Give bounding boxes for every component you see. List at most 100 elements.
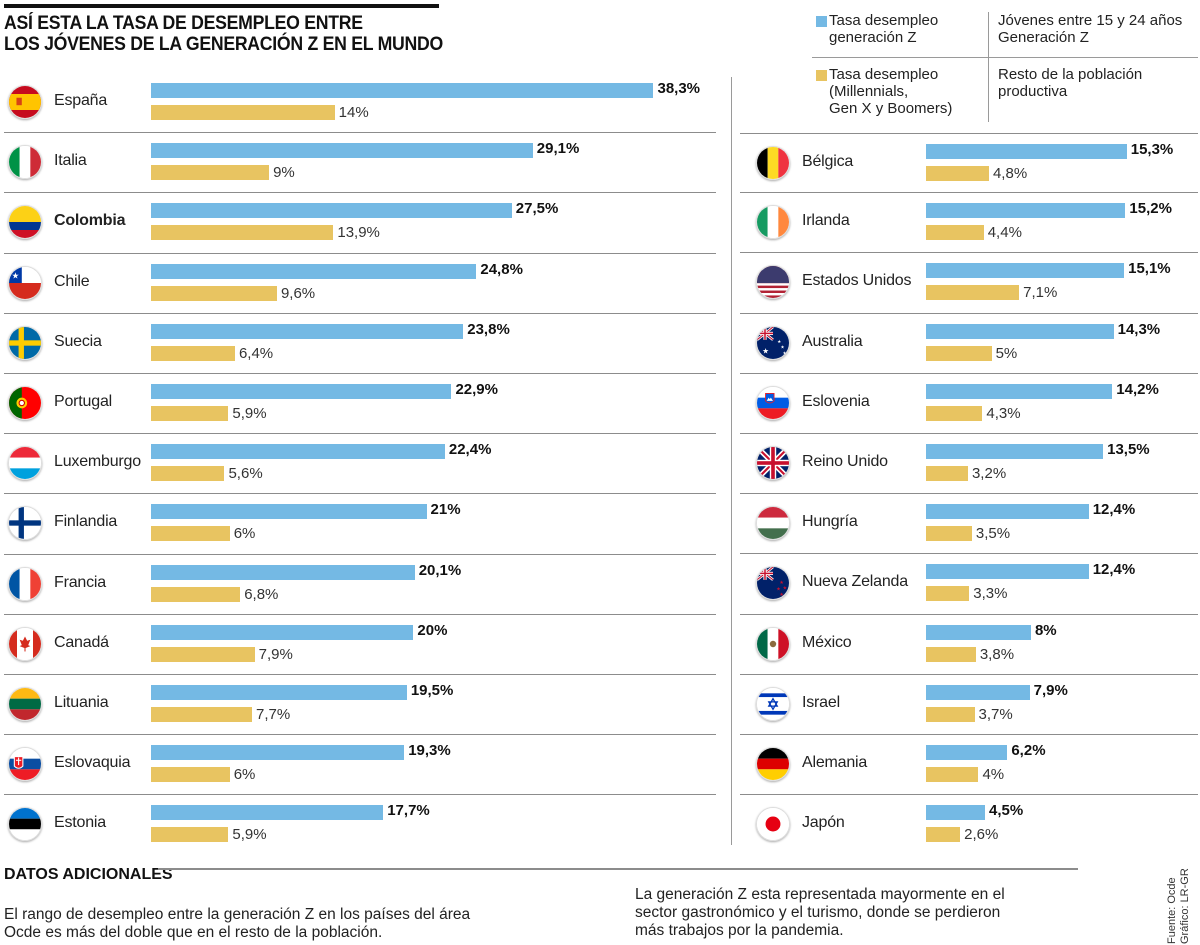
country-label: Irlanda [802, 212, 850, 230]
france-flag-icon [8, 566, 42, 601]
country-row: Francia 20,1% 6,8% [4, 555, 716, 615]
data-label-gen-z: 24,8% [480, 260, 523, 278]
data-label-rest: 6% [233, 766, 256, 784]
data-label-rest: 14% [338, 104, 369, 121]
data-label-rest: 6% [233, 525, 256, 543]
japan-flag-icon [756, 807, 790, 842]
data-label-rest: 9,6% [280, 284, 316, 302]
legend-description: Jóvenes entre 15 y 24 años Generación Z [998, 12, 1183, 46]
data-label-gen-z: 27,5% [515, 200, 559, 218]
belgium-flag-icon [756, 146, 790, 180]
bar-rest [151, 526, 230, 542]
footer-note-2: La generación Z esta representada mayorm… [635, 886, 1005, 939]
country-row: Japón 4,5% 2,6% [740, 795, 1198, 855]
country-row: Colombia 27,5% 13,9% [4, 193, 716, 254]
bar-gen-z [926, 805, 986, 821]
country-row: Italia 29,1% 9% [4, 133, 716, 194]
country-label: Hungría [802, 513, 858, 531]
bar-gen-z [151, 383, 452, 399]
data-label-rest: 5% [995, 344, 1018, 362]
data-label-rest: 3,8% [979, 645, 1015, 663]
data-label-gen-z: 17,7% [387, 802, 430, 820]
svg-text:★: ★ [776, 587, 781, 593]
country-label: Nueva Zelanda [802, 573, 908, 591]
data-label-gen-z: 12,4% [1092, 501, 1136, 519]
data-label-gen-z: 23,8% [467, 320, 510, 338]
legend-swatch-gen-z [816, 16, 827, 27]
data-label-rest: 4,4% [987, 224, 1022, 242]
country-label: Estonia [54, 814, 106, 832]
country-row: Reino Unido 13,5% 3,2% [740, 434, 1198, 495]
country-label: Canadá [54, 633, 109, 651]
australia-flag-icon: ★ ★ ★ ★ [756, 325, 790, 360]
country-row: ★ ★ ★ ★ Australia 14,3% 5% [740, 314, 1198, 374]
chart-title: ASÍ ESTA LA TASA DE DESEMPLEO ENTRE LOS … [4, 13, 443, 55]
data-label-rest: 5,6% [228, 465, 263, 483]
country-row: España 38,3% 14% [4, 73, 716, 134]
data-label-gen-z: 22,9% [455, 380, 498, 398]
bar-rest [151, 225, 334, 241]
legend: Tasa desempleo generación Z Jóvenes entr… [812, 8, 1198, 124]
bar-gen-z [926, 263, 1125, 279]
bar-rest [926, 285, 1020, 301]
bar-rest [151, 466, 225, 482]
country-label: Alemania [802, 753, 868, 771]
uk-flag-icon [756, 445, 790, 480]
bar-rest [926, 586, 970, 602]
svg-text:★: ★ [780, 344, 784, 349]
column-divider [731, 77, 732, 845]
data-label-gen-z: 7,9% [1033, 681, 1068, 699]
bar-rest [151, 646, 255, 662]
data-label-gen-z: 12,4% [1092, 561, 1136, 579]
legend-divider [988, 12, 989, 122]
bar-rest [151, 586, 241, 602]
country-label: Finlandia [54, 513, 118, 531]
data-label-gen-z: 19,3% [408, 742, 451, 760]
bar-rest [151, 405, 229, 421]
country-label: Eslovaquia [54, 754, 131, 772]
bar-rest [926, 526, 972, 542]
bar-rest [151, 285, 277, 301]
bar-gen-z [151, 444, 445, 460]
data-label-gen-z: 14,2% [1116, 380, 1159, 398]
bar-rest [151, 767, 230, 783]
portugal-flag-icon [8, 385, 42, 420]
chart-panel-left: España 38,3% 14% Italia 29,1% 9% Colombia 27,5%… [4, 73, 716, 855]
bar-rest [151, 827, 229, 843]
country-row: Eslovenia 14,2% 4,3% [740, 374, 1198, 434]
data-label-rest: 4% [982, 765, 1005, 783]
germany-flag-icon [756, 746, 790, 781]
footer-rule [158, 868, 1078, 870]
country-label: Colombia [54, 212, 126, 230]
country-label: Reino Unido [802, 452, 888, 470]
chile-flag-icon: ★ [8, 265, 42, 300]
country-label: Estados Unidos [802, 272, 912, 290]
bar-rest [926, 465, 968, 481]
data-label-gen-z: 13,5% [1107, 440, 1150, 458]
data-label-gen-z: 29,1% [536, 140, 580, 158]
bar-gen-z [151, 805, 384, 821]
svg-text:★: ★ [777, 339, 781, 344]
country-row: Finlandia 21% 6% [4, 494, 716, 555]
bar-rest [926, 646, 976, 662]
svg-text:★: ★ [779, 592, 784, 598]
country-row: Estonia 17,7% 5,9% [4, 795, 716, 855]
bar-rest [926, 766, 979, 782]
bar-gen-z [151, 263, 477, 279]
data-label-rest: 4,3% [986, 404, 1021, 422]
data-label-gen-z: 22,4% [448, 441, 492, 459]
bar-rest [926, 405, 983, 421]
data-label-gen-z: 15,1% [1128, 260, 1171, 278]
data-label-rest: 6,4% [238, 344, 274, 362]
data-label-gen-z: 15,3% [1130, 141, 1174, 158]
bar-gen-z [926, 564, 1089, 580]
sweden-flag-icon [8, 325, 42, 360]
country-row: Alemania 6,2% 4% [740, 735, 1198, 796]
country-label: Bélgica [802, 153, 854, 170]
data-label-rest: 3,7% [978, 705, 1013, 723]
data-label-rest: 7,9% [258, 645, 293, 663]
bar-rest [151, 165, 270, 181]
mexico-flag-icon [756, 626, 790, 661]
title-rule [4, 4, 439, 8]
data-label-rest: 7,7% [256, 705, 291, 723]
